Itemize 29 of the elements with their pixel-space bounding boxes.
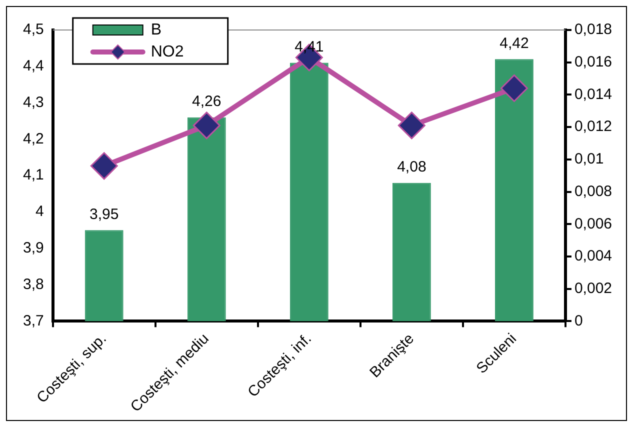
legend-label: NO2 [150, 43, 184, 60]
y-tick-label: 3,9 [22, 240, 44, 257]
y2-tick-label: 0,01 [574, 150, 604, 168]
y2-tick-label: 0,012 [574, 118, 612, 136]
data-label: 4,42 [500, 34, 529, 52]
y2-tick-label: 0,002 [574, 280, 612, 297]
y2-tick-label: 0,004 [574, 248, 612, 265]
y-tick-label: 4,3 [22, 94, 44, 111]
y2-tick-label: 0,014 [574, 86, 612, 103]
y-tick-label: 3,7 [22, 312, 44, 330]
y-tick-label: 4 [36, 203, 44, 220]
point [90, 152, 118, 180]
y2-tick-label: 0,006 [574, 215, 612, 232]
y2-tick-label: 0,018 [574, 21, 612, 38]
point [192, 112, 220, 140]
y-tick-label: 4,1 [22, 166, 44, 184]
legend-label: B [150, 21, 162, 38]
y2-tick-label: 0,008 [574, 182, 612, 200]
y2-tick-label: 0 [574, 312, 583, 330]
y-tick-label: 4,5 [22, 21, 44, 38]
y-tick-label: 4,4 [22, 58, 44, 75]
y-tick-label: 4,2 [22, 130, 44, 148]
point [500, 74, 528, 102]
data-label: 4,08 [397, 158, 426, 176]
data-label: 4,26 [192, 92, 222, 110]
point [398, 112, 426, 140]
data-label: 3,95 [90, 206, 119, 223]
y-tick-label: 3,8 [22, 276, 44, 293]
y2-tick-label: 0,016 [574, 53, 612, 70]
